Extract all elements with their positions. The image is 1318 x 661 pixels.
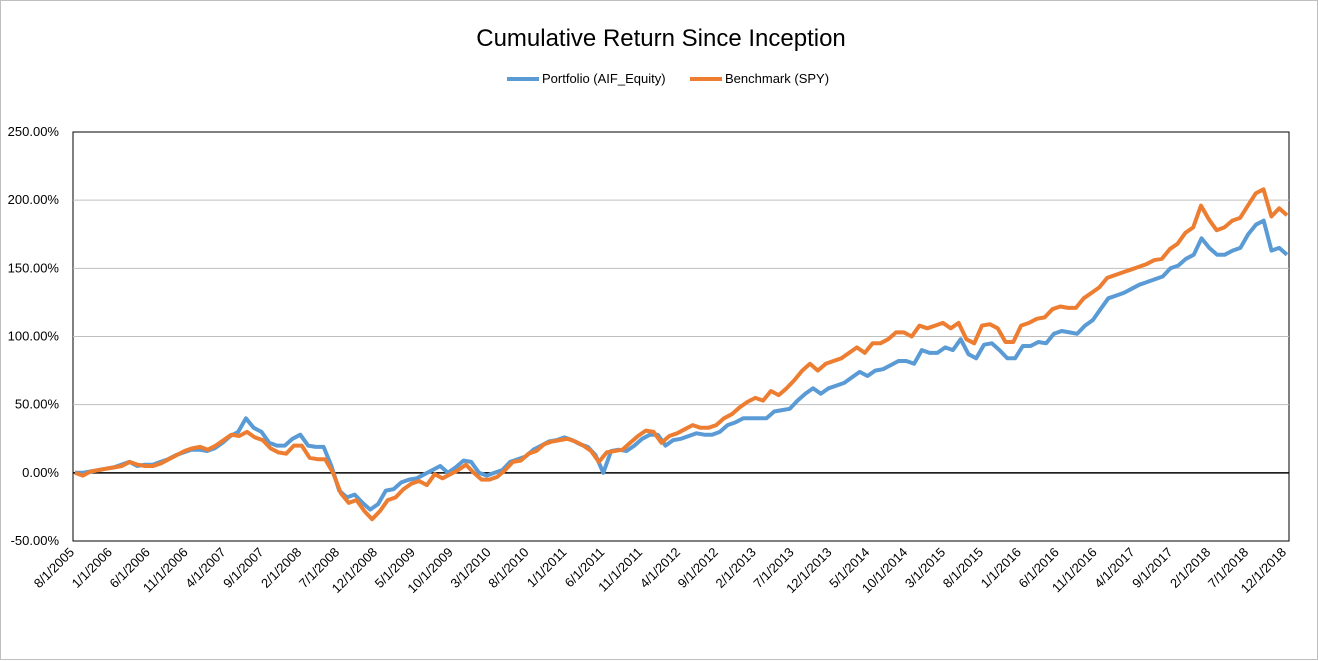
- legend-label-benchmark: Benchmark (SPY): [725, 71, 829, 86]
- y-tick-label: 200.00%: [8, 192, 60, 207]
- x-tick-label: 9/1/2007: [220, 545, 266, 591]
- legend-label-portfolio: Portfolio (AIF_Equity): [542, 71, 666, 86]
- y-axis-ticks: -50.00% 0.00% 50.00% 100.00% 150.00% 200.00% 2…: [8, 124, 60, 548]
- y-tick-label: 250.00%: [8, 124, 60, 139]
- x-tick-label: 9/1/2017: [1129, 545, 1175, 591]
- x-tick-label: 1/1/2011: [524, 545, 570, 591]
- x-tick-label: 1/1/2006: [69, 545, 115, 591]
- x-tick-label: 3/1/2015: [902, 545, 948, 591]
- x-tick-label: 4/1/2012: [637, 545, 683, 591]
- series-line-portfolio: [75, 218, 1289, 512]
- x-tick-label: 2/1/2013: [712, 545, 758, 591]
- y-tick-label: 100.00%: [8, 329, 60, 344]
- x-axis-ticks: 8/1/20051/1/20066/1/200611/1/20064/1/200…: [31, 545, 1289, 597]
- x-tick-label: 1/1/2016: [978, 545, 1024, 591]
- gridlines: [73, 199, 1289, 474]
- series-line-benchmark: [74, 187, 1289, 522]
- x-tick-label: 8/1/2010: [485, 545, 531, 591]
- series-lines: [74, 187, 1289, 522]
- x-tick-label: 4/1/2007: [182, 545, 228, 591]
- y-tick-label: 150.00%: [8, 260, 60, 275]
- y-tick-label: 0.00%: [22, 465, 59, 480]
- x-tick-label: 8/1/2015: [940, 545, 986, 591]
- y-tick-label: 50.00%: [15, 397, 60, 412]
- x-tick-label: 9/1/2012: [675, 545, 721, 591]
- x-tick-label: 2/1/2018: [1167, 545, 1213, 591]
- y-tick-label: -50.00%: [11, 533, 60, 548]
- x-tick-label: 3/1/2010: [447, 545, 493, 591]
- x-tick-label: 2/1/2008: [258, 545, 304, 591]
- x-tick-label: 8/1/2005: [31, 545, 77, 591]
- chart-title: Cumulative Return Since Inception: [476, 25, 846, 52]
- x-tick-label: 4/1/2017: [1091, 545, 1137, 591]
- chart-legend: Portfolio (AIF_Equity) Benchmark (SPY): [507, 71, 829, 86]
